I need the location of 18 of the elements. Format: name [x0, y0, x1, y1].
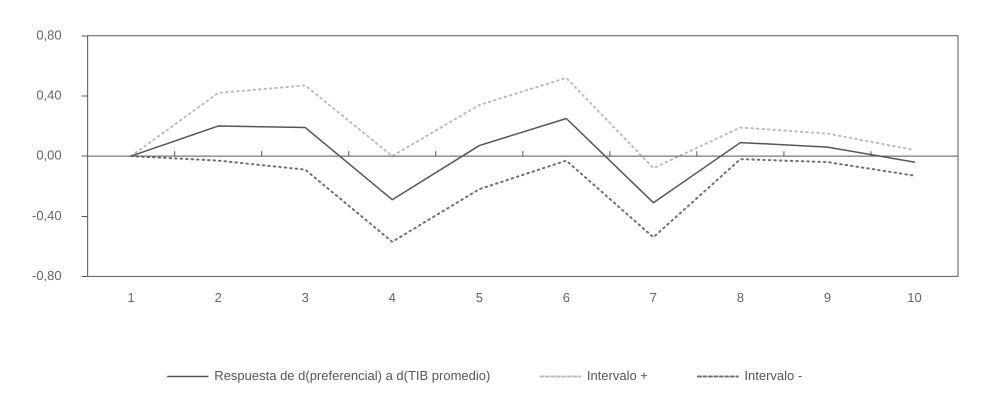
- x-tick-label: 6: [562, 290, 570, 305]
- x-tick-label: 7: [650, 290, 657, 305]
- y-tick-label: 0,80: [36, 27, 62, 42]
- x-tick-label: 5: [476, 290, 483, 305]
- x-tick-label: 2: [214, 290, 222, 305]
- x-tick-label: 10: [907, 290, 922, 305]
- y-tick-label: 0,00: [36, 148, 62, 163]
- x-tick-label: 4: [388, 290, 396, 305]
- y-tick-label: -0,80: [32, 268, 62, 283]
- legend-label: Intervalo -: [744, 368, 802, 384]
- x-tick-label: 3: [302, 290, 309, 305]
- x-tick-label: 1: [128, 290, 135, 305]
- legend-label: Respuesta de d(preferencial) a d(TIB promedio): [214, 368, 490, 384]
- x-tick-label: 9: [824, 290, 832, 305]
- y-tick-label: -0,40: [32, 208, 62, 223]
- y-tick-label: 0,40: [36, 88, 62, 103]
- legend-label: Intervalo +: [586, 368, 648, 384]
- x-tick-label: 8: [736, 290, 744, 305]
